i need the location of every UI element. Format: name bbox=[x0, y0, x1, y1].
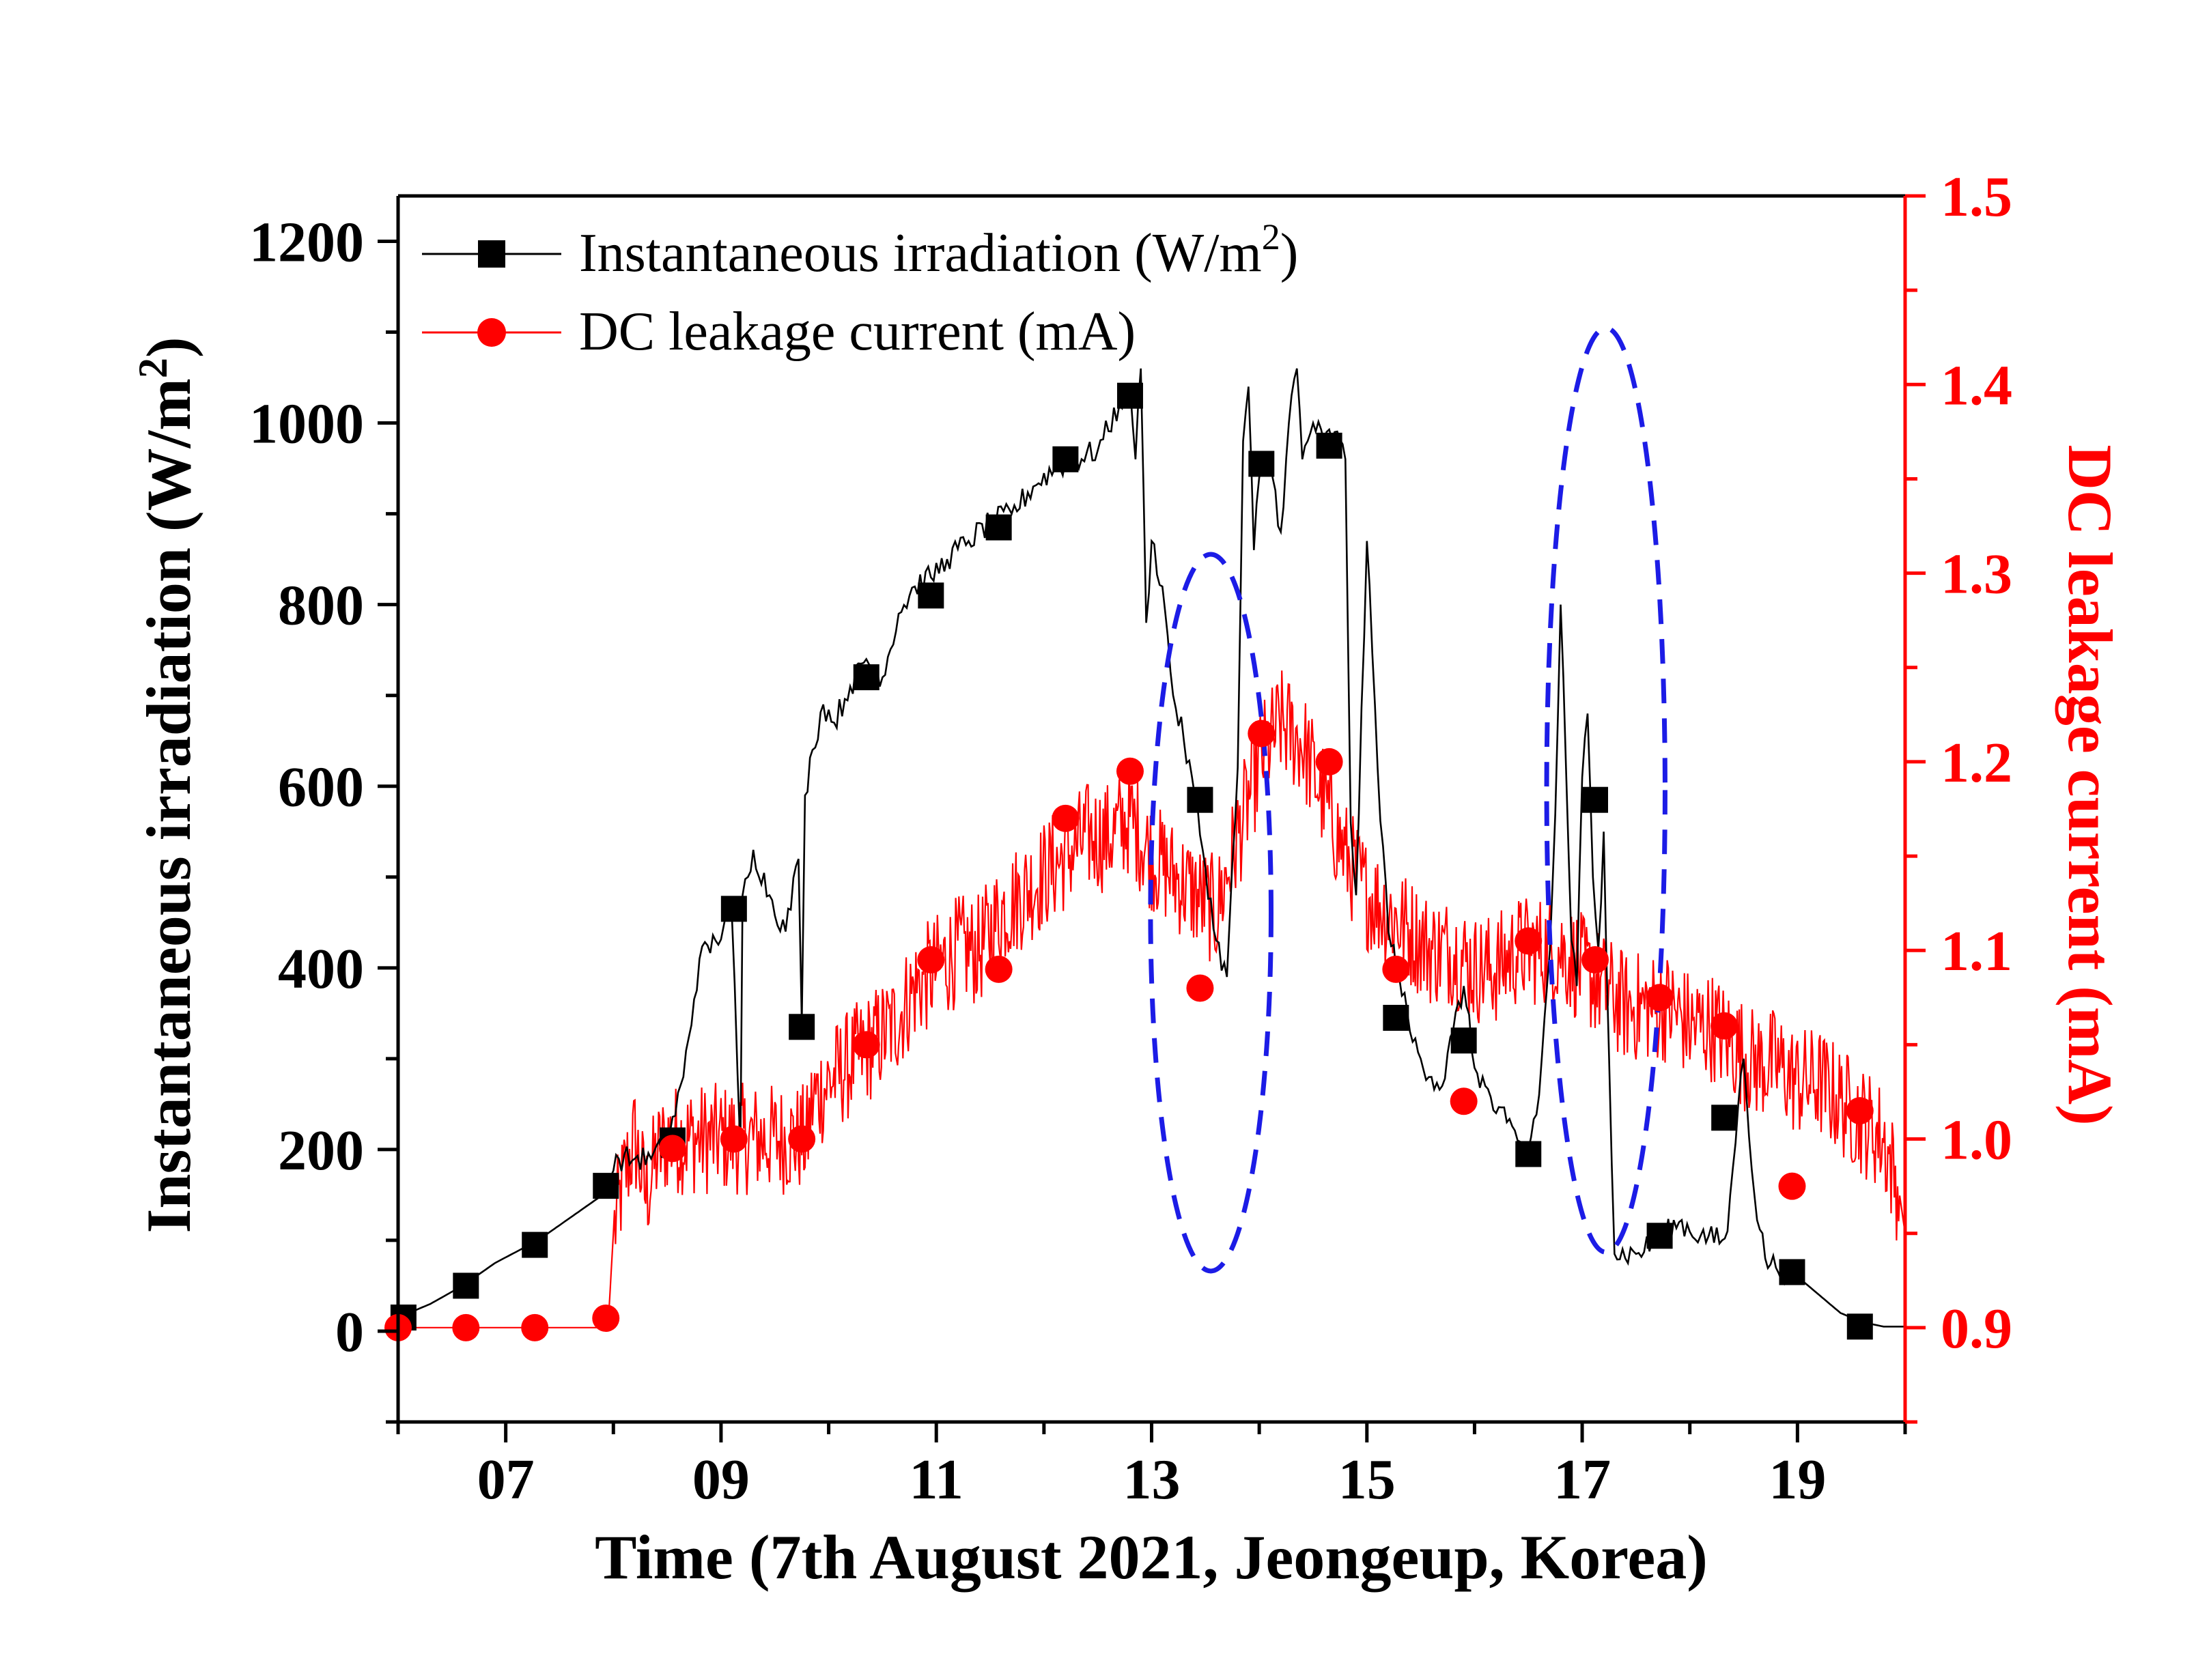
leakage-marker bbox=[1711, 1012, 1738, 1040]
leakage-marker bbox=[1515, 927, 1543, 955]
y-right-tick-label: 1.4 bbox=[1941, 354, 2012, 417]
x-axis-title: Time (7th August 2021, Jeongeup, Korea) bbox=[595, 1522, 1708, 1592]
y-right-tick-label: 1.2 bbox=[1941, 731, 2012, 795]
leakage-marker bbox=[1052, 804, 1080, 832]
leakage-marker bbox=[1116, 757, 1144, 785]
y-right-tick-label: 0.9 bbox=[1941, 1297, 2012, 1361]
y-right-tick-label: 1.3 bbox=[1941, 543, 2012, 606]
x-tick-label: 17 bbox=[1553, 1448, 1611, 1511]
x-tick-label: 19 bbox=[1769, 1448, 1826, 1511]
leakage-marker bbox=[592, 1305, 620, 1333]
y-right-tick-label: 1.5 bbox=[1941, 165, 2012, 229]
leakage-marker bbox=[720, 1125, 748, 1153]
irradiation-marker bbox=[1116, 382, 1143, 409]
irradiation-marker bbox=[1846, 1313, 1873, 1340]
y-left-tick-label: 1200 bbox=[249, 211, 364, 274]
leakage-marker bbox=[452, 1313, 480, 1341]
legend-irradiation-label: Instantaneous irradiation (W/m2) bbox=[579, 216, 1298, 283]
irradiation-marker bbox=[918, 582, 944, 609]
y-axis-right-title: DC leakage current (mA) bbox=[2055, 444, 2125, 1125]
x-tick-label: 09 bbox=[692, 1448, 750, 1511]
irradiation-marker bbox=[789, 1014, 815, 1040]
irradiation-markers bbox=[390, 382, 1873, 1340]
irradiation-marker bbox=[985, 514, 1012, 541]
highlight-ellipse-1 bbox=[1148, 552, 1273, 1274]
leakage-marker bbox=[1846, 1097, 1874, 1125]
irradiation-marker bbox=[522, 1231, 548, 1258]
leakage-line bbox=[398, 670, 1906, 1328]
highlight-ellipse-2 bbox=[1544, 325, 1667, 1255]
highlight-ellipses bbox=[1148, 325, 1667, 1274]
irradiation-marker bbox=[593, 1173, 619, 1199]
leakage-marker bbox=[1778, 1172, 1806, 1200]
legend: Instantaneous irradiation (W/m2) DC leak… bbox=[422, 216, 1298, 362]
y-left-tick-label: 800 bbox=[278, 574, 364, 638]
leakage-series bbox=[398, 670, 1906, 1328]
x-tick-label: 15 bbox=[1338, 1448, 1396, 1511]
irradiation-marker bbox=[1646, 1223, 1673, 1249]
y-axis-left-title: Instantaneous irradiation (W/m2) bbox=[130, 337, 203, 1234]
y-left-tick-label: 200 bbox=[278, 1119, 364, 1182]
irradiation-marker bbox=[1187, 786, 1213, 813]
legend-leakage-label: DC leakage current (mA) bbox=[579, 302, 1136, 362]
irradiation-marker bbox=[720, 896, 747, 922]
legend-irradiation-marker bbox=[478, 240, 505, 268]
x-tick-label: 07 bbox=[477, 1448, 535, 1511]
leakage-marker bbox=[1186, 974, 1214, 1002]
y-right-tick-label: 1.0 bbox=[1941, 1109, 2012, 1172]
irradiation-marker bbox=[1383, 1004, 1409, 1031]
irradiation-marker bbox=[1052, 446, 1079, 472]
leakage-marker bbox=[1646, 984, 1674, 1012]
legend-leakage-marker bbox=[477, 318, 506, 347]
y-left-tick-label: 0 bbox=[335, 1300, 364, 1364]
irradiation-marker bbox=[1711, 1105, 1738, 1131]
irradiation-marker bbox=[1779, 1259, 1805, 1285]
leakage-marker bbox=[658, 1135, 686, 1163]
x-tick-label: 13 bbox=[1123, 1448, 1181, 1511]
leakage-marker bbox=[788, 1125, 816, 1153]
irradiation-marker bbox=[1581, 786, 1608, 813]
irradiation-marker bbox=[453, 1272, 479, 1299]
leakage-marker bbox=[1581, 946, 1609, 974]
irradiation-marker bbox=[853, 664, 879, 691]
irradiation-marker bbox=[1316, 432, 1342, 459]
leakage-marker bbox=[917, 946, 945, 974]
axes: 07 09 11 13 15 17 19 0 200 400 600 800 1000 1200 0.9 1.… bbox=[249, 165, 2012, 1511]
leakage-marker bbox=[1248, 720, 1276, 748]
irradiation-marker bbox=[1450, 1027, 1477, 1054]
leakage-markers bbox=[384, 720, 1874, 1341]
y-right-tick-label: 1.1 bbox=[1941, 920, 2012, 983]
irradiation-marker bbox=[1515, 1141, 1542, 1167]
leakage-marker bbox=[1382, 955, 1410, 983]
y-left-tick-label: 400 bbox=[278, 937, 364, 1001]
leakage-marker bbox=[1450, 1087, 1478, 1115]
leakage-marker bbox=[521, 1313, 549, 1341]
y-left-tick-label: 1000 bbox=[249, 393, 364, 456]
y-left-tick-label: 600 bbox=[278, 756, 364, 819]
leakage-marker bbox=[1315, 748, 1343, 775]
x-tick-label: 11 bbox=[910, 1448, 963, 1511]
leakage-marker bbox=[852, 1031, 880, 1059]
leakage-marker bbox=[985, 955, 1013, 983]
irradiation-marker bbox=[1248, 451, 1275, 477]
